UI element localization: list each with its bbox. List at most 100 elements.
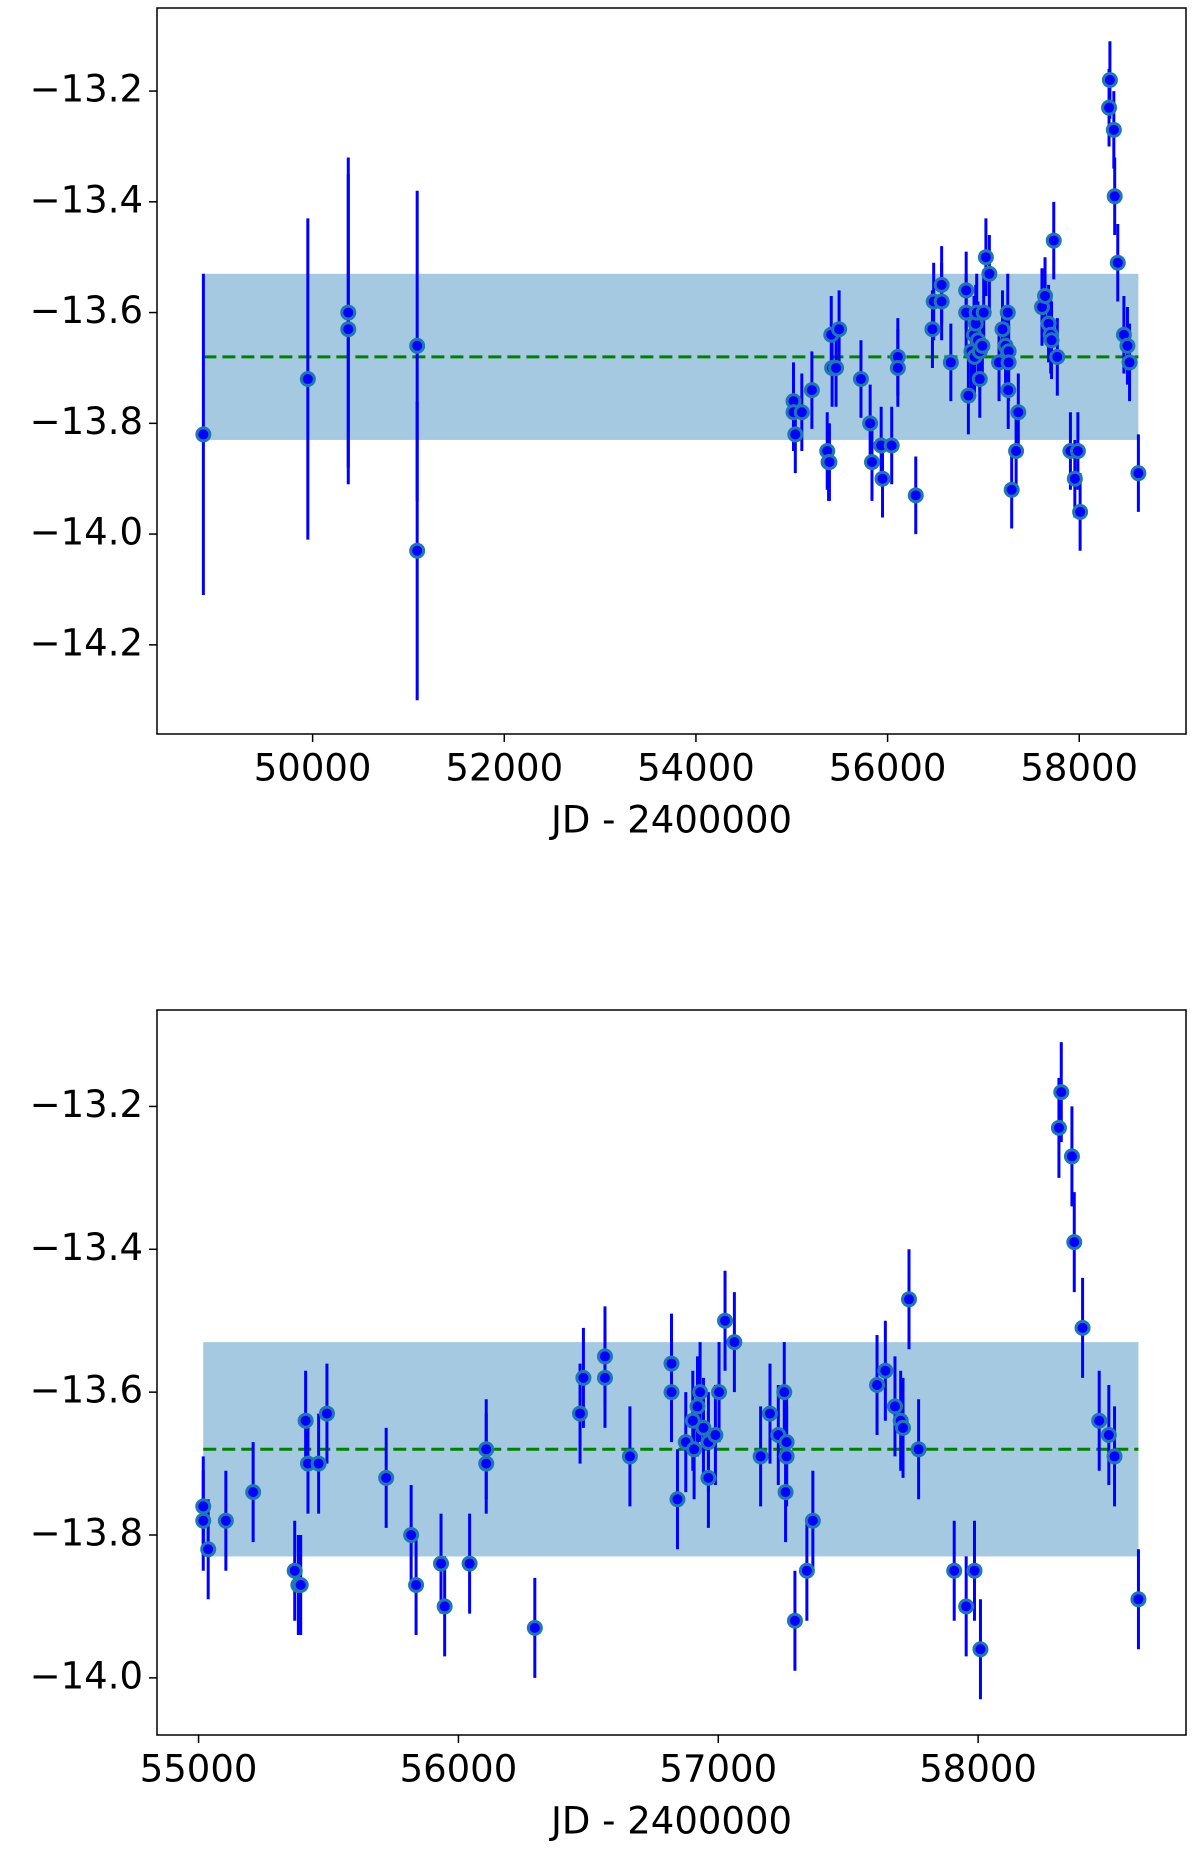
data-point (596, 1348, 613, 1365)
data-point (318, 1405, 335, 1422)
x-tick-label: 58000 (919, 1748, 1037, 1791)
x-tick-label: 55000 (140, 1748, 258, 1791)
data-point (971, 371, 988, 388)
data-point (572, 1405, 589, 1422)
data-point (195, 426, 212, 443)
data-point (1053, 1084, 1070, 1101)
x-tick-label: 54000 (637, 747, 755, 790)
data-point (821, 454, 838, 471)
y-tick-label: −13.2 (30, 1083, 143, 1126)
data-point (286, 1562, 303, 1579)
data-point (910, 1441, 927, 1458)
x-axis-label: JD - 2400000 (549, 1800, 792, 1843)
data-point (669, 1491, 686, 1508)
data-point (1130, 465, 1147, 482)
y-tick-label: −13.8 (30, 400, 143, 443)
data-point (1109, 254, 1126, 271)
data-point (1045, 232, 1062, 249)
data-point (960, 387, 977, 404)
y-tick-label: −13.6 (30, 1369, 143, 1412)
data-point (195, 1512, 212, 1529)
x-tick-label: 50000 (254, 747, 372, 790)
data-point (778, 1448, 795, 1465)
data-point (981, 265, 998, 282)
data-point (726, 1334, 743, 1351)
data-point (689, 1398, 706, 1415)
y-tick-label: −14.0 (30, 511, 143, 554)
data-point (340, 321, 357, 338)
data-point (1000, 354, 1017, 371)
axes-frame (156, 7, 1187, 735)
data-point (245, 1484, 262, 1501)
data-point (907, 487, 924, 504)
data-point (695, 1419, 712, 1436)
y-tick-label: −13.4 (30, 1226, 143, 1269)
data-point (526, 1619, 543, 1636)
data-point (378, 1469, 395, 1486)
data-point (1000, 382, 1017, 399)
data-point (461, 1555, 478, 1572)
data-point (711, 1384, 728, 1401)
data-point (1010, 404, 1027, 421)
data-point (1049, 348, 1066, 365)
data-point (889, 359, 906, 376)
data-point (1008, 443, 1025, 460)
data-point (777, 1484, 794, 1501)
data-point (863, 454, 880, 471)
data-point (1091, 1412, 1108, 1429)
data-point (1105, 121, 1122, 138)
data-point (692, 1384, 709, 1401)
y-tick-label: −13.6 (30, 289, 143, 332)
data-point (877, 1362, 894, 1379)
y-tick-label: −13.2 (30, 68, 143, 111)
data-point (297, 1412, 314, 1429)
data-point (946, 1562, 963, 1579)
data-point (403, 1527, 420, 1543)
data-point (1106, 1448, 1123, 1465)
data-point (895, 1419, 912, 1436)
data-point (975, 304, 992, 321)
data-point (942, 354, 959, 371)
data-point (924, 321, 941, 338)
data-point (700, 1469, 717, 1486)
data-point (778, 1434, 795, 1451)
data-point (828, 359, 845, 376)
data-point (752, 1448, 769, 1465)
data-point (684, 1412, 701, 1429)
data-point (433, 1555, 450, 1572)
data-point (1037, 287, 1054, 304)
data-point (1074, 1319, 1091, 1336)
data-point (972, 1641, 989, 1658)
data-point (1101, 71, 1118, 88)
data-point (195, 1498, 212, 1515)
x-tick-label: 57000 (659, 1748, 777, 1791)
data-point (787, 426, 804, 443)
data-point (933, 293, 950, 310)
data-point (1066, 1234, 1083, 1251)
data-point (1106, 188, 1123, 205)
y-tick-label: −14.0 (30, 1654, 143, 1697)
y-tick-label: −13.8 (30, 1512, 143, 1555)
data-point (852, 371, 869, 388)
data-point (436, 1598, 453, 1615)
x-tick-label: 52000 (445, 747, 563, 790)
data-point (299, 371, 316, 388)
data-point (869, 1377, 886, 1393)
data-point (974, 337, 991, 354)
data-point (798, 1562, 815, 1579)
data-point (966, 1562, 983, 1579)
data-point (717, 1312, 734, 1329)
data-point (977, 249, 994, 266)
data-point (1050, 1119, 1067, 1136)
data-point (1066, 470, 1083, 487)
data-point (663, 1355, 680, 1372)
data-point (958, 282, 975, 299)
data-point (1121, 354, 1138, 371)
data-point (310, 1455, 327, 1472)
data-point (793, 404, 810, 421)
axes-frame (156, 1009, 1187, 1736)
data-point (663, 1384, 680, 1401)
x-axis-label: JD - 2400000 (549, 799, 792, 842)
data-point (994, 321, 1011, 338)
